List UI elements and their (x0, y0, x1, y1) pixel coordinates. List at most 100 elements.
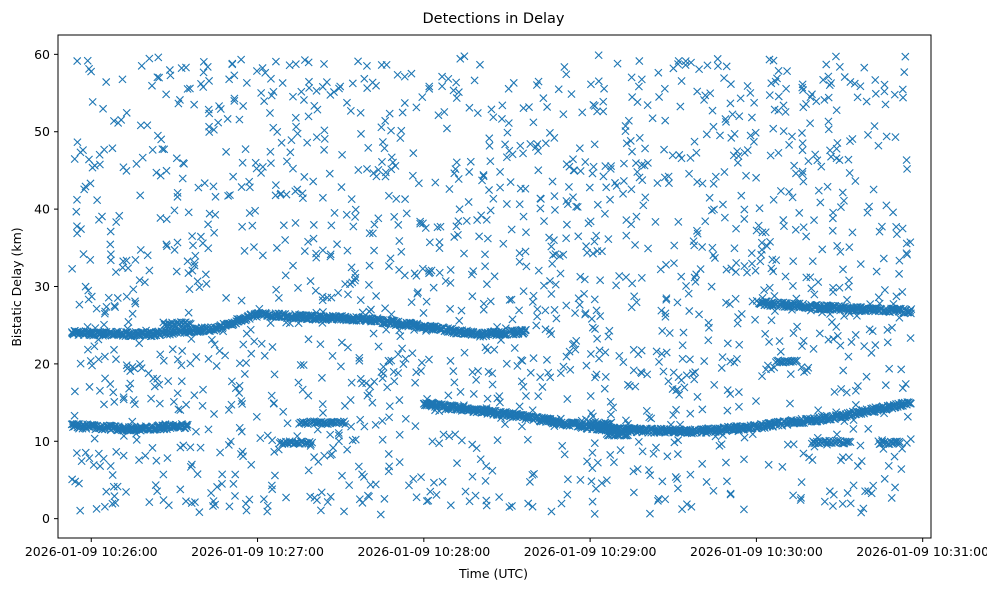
detection-point (580, 275, 589, 284)
detection-point (318, 193, 327, 202)
detection-point (619, 358, 628, 367)
detection-point (808, 257, 817, 266)
detection-point (581, 310, 590, 319)
detection-point (334, 428, 343, 437)
detection-point (490, 345, 499, 354)
detection-point (329, 443, 338, 452)
detection-point (356, 108, 365, 117)
detection-point (394, 220, 403, 229)
detection-point (700, 357, 709, 366)
detection-point (748, 259, 756, 268)
detection-point (521, 247, 530, 256)
detection-point (781, 107, 790, 116)
detection-point (317, 488, 326, 497)
detection-point (446, 278, 455, 287)
detection-point (287, 136, 296, 145)
detection-point (93, 196, 102, 205)
detection-point (472, 375, 481, 384)
detection-point (385, 413, 394, 422)
detection-point (851, 177, 860, 185)
detection-point (122, 108, 131, 117)
detection-point (279, 407, 288, 416)
detection-point (187, 334, 196, 343)
detection-point (675, 150, 684, 159)
detection-point (389, 158, 397, 167)
detection-point (788, 193, 797, 202)
detection-point (422, 297, 431, 306)
detection-point (832, 430, 841, 439)
detection-point (102, 78, 111, 87)
detection-point (564, 182, 573, 191)
detection-point (849, 424, 858, 433)
detection-point (426, 487, 435, 496)
detection-point (726, 80, 735, 89)
detection-point (718, 353, 727, 362)
detection-point (85, 454, 94, 463)
detection-point (86, 179, 95, 188)
detection-point (187, 499, 196, 508)
detection-point (829, 288, 838, 297)
detection-point (497, 114, 506, 123)
detection-point (720, 213, 729, 222)
detection-point (401, 414, 410, 423)
detection-point (282, 493, 291, 502)
detection-point (882, 201, 891, 210)
detection-point (595, 346, 604, 355)
detection-point (536, 204, 545, 213)
detection-point (606, 397, 615, 406)
detection-point (468, 292, 477, 301)
detection-point (269, 87, 278, 96)
detection-point (446, 265, 455, 274)
detection-point (305, 437, 314, 446)
detection-point (767, 79, 776, 88)
detection-point (294, 378, 303, 387)
detection-point (179, 441, 188, 450)
detection-point (438, 82, 447, 91)
detection-point (395, 396, 404, 405)
detection-point (177, 361, 186, 370)
detection-point (720, 168, 729, 176)
detection-point (187, 460, 196, 469)
detection-point (835, 62, 844, 71)
detection-point (351, 212, 360, 221)
detection-point (555, 252, 564, 261)
detection-point (209, 125, 218, 134)
detection-point (907, 305, 916, 314)
detection-point (346, 106, 355, 115)
detection-point (717, 440, 726, 449)
detection-point (698, 243, 707, 252)
detection-point (136, 245, 145, 254)
detection-point (172, 154, 181, 163)
detection-point (452, 158, 461, 167)
detection-point (85, 64, 94, 73)
detection-point (590, 509, 599, 518)
detection-point (410, 269, 419, 278)
detection-point (132, 159, 141, 168)
detection-point (230, 491, 239, 500)
detection-point (235, 388, 244, 397)
detection-point (704, 336, 713, 345)
detection-point (754, 221, 763, 230)
detection-point (563, 200, 572, 209)
detection-point (348, 436, 357, 445)
detection-point (604, 235, 613, 244)
detection-point (679, 328, 688, 337)
detection-point (633, 168, 642, 176)
detection-point (409, 149, 418, 158)
detection-point (591, 325, 599, 334)
detection-point (326, 252, 335, 261)
detection-point (313, 425, 322, 434)
detection-point (682, 282, 691, 290)
detection-point (599, 97, 608, 106)
detection-point (637, 273, 646, 282)
detection-point (859, 504, 868, 513)
detection-point (524, 499, 533, 508)
detection-point (550, 192, 559, 201)
detection-point (425, 84, 434, 93)
detection-point (344, 290, 352, 299)
detection-point (83, 345, 92, 354)
detection-point (885, 364, 894, 373)
detection-point (693, 229, 702, 238)
detection-point (595, 354, 604, 363)
